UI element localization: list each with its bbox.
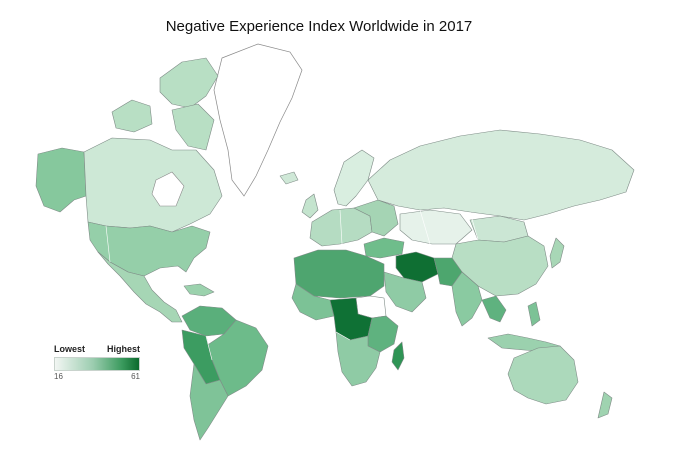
legend-min-value: 16	[54, 372, 63, 381]
color-legend: Lowest Highest 16 61	[54, 344, 140, 381]
kazakhstan	[399, 209, 473, 245]
australia	[507, 345, 579, 405]
legend-max-value: 61	[131, 372, 140, 381]
canada-arctic-islands	[159, 57, 219, 109]
new-zealand	[597, 391, 613, 419]
alaska	[35, 147, 87, 213]
canada	[83, 137, 223, 233]
turkey	[363, 237, 405, 259]
north-africa	[293, 249, 385, 299]
baffin-island	[171, 103, 215, 151]
mexico	[97, 251, 183, 323]
scandinavia	[333, 149, 375, 207]
philippines	[527, 301, 541, 327]
legend-high-label: Highest	[106, 344, 140, 354]
india	[451, 271, 483, 327]
japan	[549, 237, 565, 269]
saudi-arabia	[383, 271, 427, 313]
madagascar	[391, 341, 405, 371]
iraq-iran	[395, 251, 439, 283]
legend-low-label: Lowest	[54, 344, 86, 354]
canada-north-islands	[111, 99, 153, 133]
uk-ireland	[301, 193, 319, 219]
southern-africa	[335, 331, 381, 387]
russia	[367, 129, 635, 221]
iceland	[279, 171, 299, 185]
greenland	[213, 43, 303, 197]
map-title: Negative Experience Index Worldwide in 2…	[165, 18, 473, 35]
legend-gradient-bar	[54, 357, 140, 371]
east-africa	[367, 315, 399, 353]
west-africa	[291, 283, 335, 321]
southeast-asia	[481, 295, 507, 323]
argentina-chile	[189, 363, 229, 441]
caribbean	[183, 283, 215, 297]
